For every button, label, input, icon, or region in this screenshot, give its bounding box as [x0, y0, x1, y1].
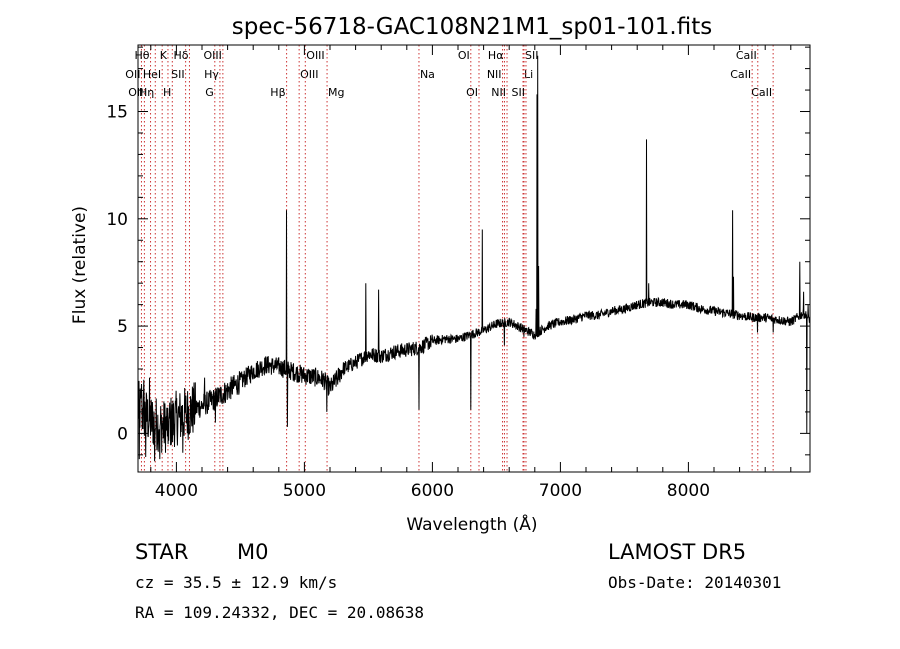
y-tick-label: 0: [117, 424, 128, 444]
x-tick-label: 4000: [155, 481, 198, 501]
y-tick-label: 5: [117, 317, 128, 337]
line-marker-label: NII: [491, 86, 506, 99]
x-axis-label: Wavelength (Å): [406, 513, 537, 535]
plot-axes: 4000 5000 6000 7000 8000 0 5 10 15: [106, 44, 811, 501]
line-marker-label: NII: [487, 68, 502, 81]
line-marker-label: HeI: [143, 68, 161, 81]
observation-date: Obs-Date: 20140301: [608, 573, 782, 592]
line-marker-label: SII: [525, 49, 538, 62]
x-tick-label: 8000: [667, 481, 710, 501]
line-marker-label: G: [205, 86, 214, 99]
line-marker-label: Mg: [328, 86, 344, 99]
spectrum-plot: [137, 55, 811, 462]
survey-name: LAMOST DR5: [608, 540, 747, 564]
spectrum-line: [137, 55, 811, 462]
line-marker-label: Hδ: [173, 49, 188, 62]
y-axis-label: Flux (relative): [70, 206, 90, 324]
x-tick-label: 7000: [539, 481, 582, 501]
line-marker-label: H: [163, 86, 171, 99]
line-marker-label: K: [160, 49, 168, 62]
line-marker-label: Hβ: [270, 86, 285, 99]
object-subclass: M0: [237, 540, 269, 564]
line-marker-label: Na: [420, 68, 435, 81]
spectral-line-markers: OIIOIIHθHηHeIKHSIIHδGHγOIIIHβOIIIOIIIMgN…: [125, 45, 774, 472]
line-marker-label: OIII: [203, 49, 221, 62]
line-marker-label: Li: [524, 68, 533, 81]
line-marker-label: Hθ: [135, 49, 150, 62]
y-tick-label: 15: [106, 103, 128, 123]
plot-frame: [137, 44, 811, 473]
object-class: STAR: [135, 540, 189, 564]
line-marker-label: OI: [466, 86, 478, 99]
coordinates: RA = 109.24332, DEC = 20.08638: [135, 603, 424, 622]
line-marker-label: Hγ: [204, 68, 219, 81]
line-marker-label: SII: [171, 68, 184, 81]
x-tick-label: 6000: [411, 481, 454, 501]
chart-title: spec-56718-GAC108N21M1_sp01-101.fits: [232, 14, 712, 40]
line-marker-label: Hη: [139, 86, 154, 99]
redshift-value: cz = 35.5 ± 12.9 km/s: [135, 573, 338, 592]
line-marker-label: OII: [125, 68, 140, 81]
y-tick-label: 10: [106, 210, 128, 230]
line-marker-label: CaII: [736, 49, 757, 62]
x-tick-label: 5000: [283, 481, 326, 501]
line-marker-label: OIII: [306, 49, 324, 62]
line-marker-label: OI: [458, 49, 470, 62]
line-marker-label: SII: [511, 86, 524, 99]
line-marker-label: OII: [128, 86, 143, 99]
line-marker-label: Hα: [488, 49, 504, 62]
line-marker-label: CaII: [751, 86, 772, 99]
line-marker-label: OIII: [300, 68, 318, 81]
line-marker-label: CaII: [730, 68, 751, 81]
